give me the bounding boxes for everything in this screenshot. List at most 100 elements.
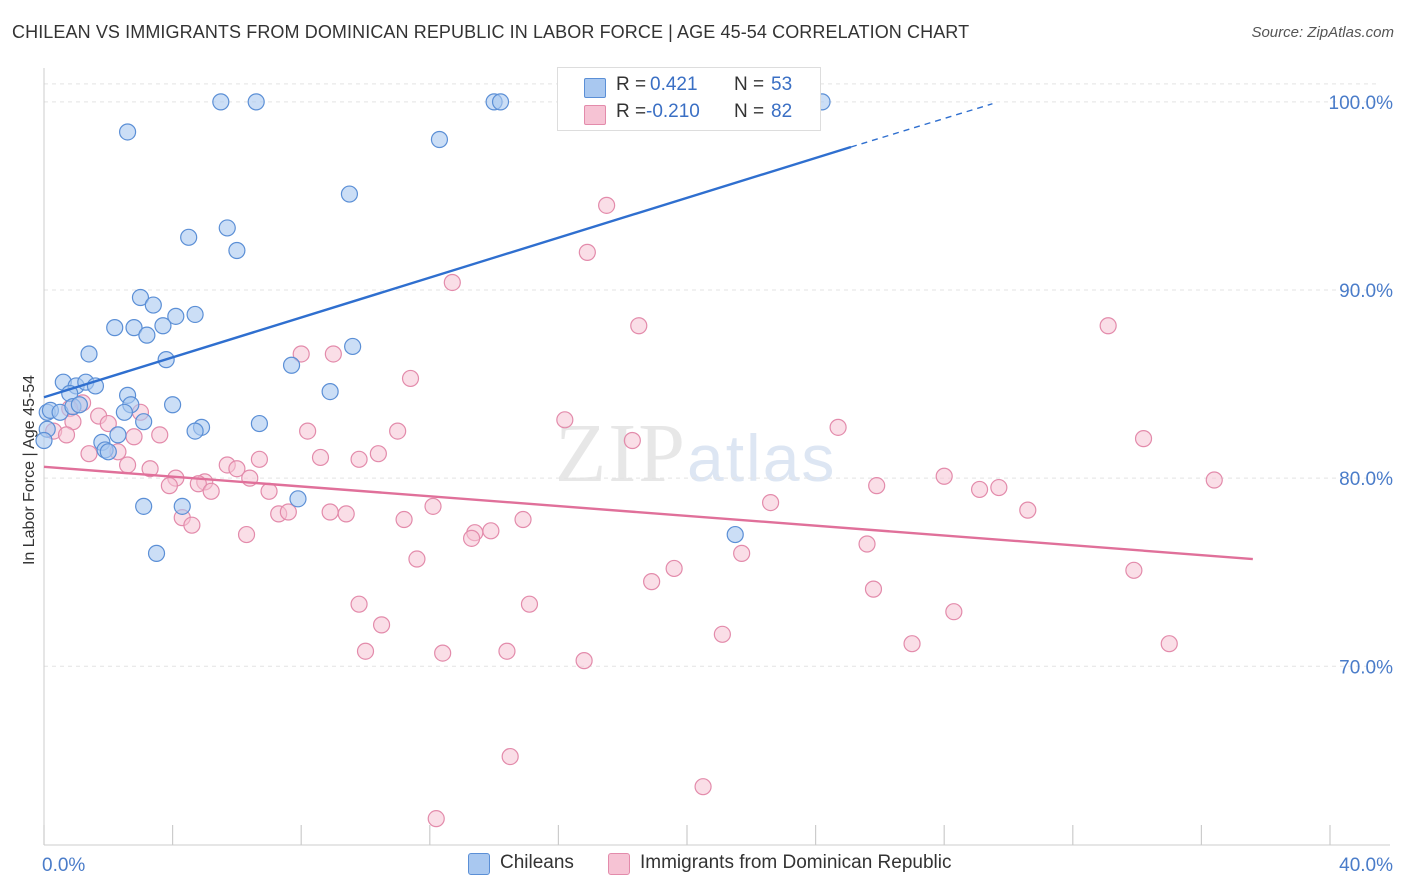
chileans-point — [289, 490, 307, 508]
dominican-point — [733, 544, 751, 562]
chileans-point — [125, 319, 143, 337]
dominican-point — [501, 747, 519, 766]
dominican-point — [350, 595, 368, 613]
chileans-trend-line — [43, 145, 852, 399]
dominican-point — [228, 460, 246, 478]
dominican-point — [858, 535, 876, 553]
dominican-point — [99, 414, 117, 433]
legend-label-dominican: Immigrants from Dominican Republic — [640, 852, 952, 873]
dominican-point — [643, 573, 661, 591]
r-label: R = — [616, 101, 647, 122]
dominican-point — [575, 652, 593, 670]
chileans-point — [118, 123, 137, 141]
chart-title: CHILEAN VS IMMIGRANTS FROM DOMINICAN REP… — [12, 22, 970, 42]
chileans-point — [212, 93, 230, 111]
chileans-point — [70, 396, 88, 414]
chileans-point — [321, 382, 339, 401]
dominican-swatch — [608, 853, 630, 875]
chileans-point — [186, 422, 204, 440]
chileans-point — [115, 403, 133, 421]
dominican-point — [299, 422, 317, 440]
chileans-point — [135, 413, 153, 431]
chart-source: Source: ZipAtlas.com — [1251, 24, 1394, 41]
dominican-point — [864, 580, 883, 598]
chileans-point — [218, 219, 236, 237]
dominican-point — [57, 426, 76, 444]
dominican-point — [598, 196, 616, 214]
dominican-point — [279, 503, 297, 521]
dominican-point — [260, 482, 278, 500]
series-dominican-points — [45, 196, 1223, 828]
x-tick-label: 0.0% — [42, 855, 85, 876]
chileans-swatch — [468, 853, 490, 875]
chileans-point — [154, 317, 172, 335]
dominican-point — [369, 445, 387, 463]
chileans-point — [282, 356, 301, 374]
dominican-point — [372, 616, 391, 634]
axes — [43, 68, 1390, 846]
n-value: 82 — [771, 101, 793, 122]
dominican-point — [945, 603, 963, 621]
dominican-point — [183, 516, 201, 534]
dominican-point — [311, 448, 330, 467]
chileans-swatch — [584, 78, 606, 98]
y-tick-label: 80.0% — [1339, 469, 1393, 490]
chileans-point — [180, 228, 198, 246]
dominican-point — [118, 456, 137, 474]
chileans-point — [147, 544, 166, 562]
chileans-point — [173, 497, 191, 515]
dominican-point — [630, 317, 648, 335]
dominican-point — [935, 467, 953, 485]
dominican-point — [427, 810, 445, 828]
chileans-point — [228, 241, 246, 260]
r-value: 0.421 — [650, 74, 698, 95]
dominican-point — [141, 460, 159, 478]
chileans-point — [430, 130, 449, 149]
chileans-point — [135, 497, 153, 515]
chileans-point — [131, 288, 150, 307]
dominican-point — [237, 525, 256, 544]
tick-labels: 70.0% 80.0% 90.0% 100.0% 0.0% 40.0% — [42, 93, 1393, 876]
watermark-atlas: atlas — [687, 421, 837, 495]
dominican-point — [434, 644, 452, 662]
correlation-legend: R = 0.421 N = 53 R = -0.210 N = 82 — [557, 67, 821, 131]
chileans-point — [491, 93, 510, 111]
dominican-point — [578, 243, 596, 261]
chileans-point — [167, 307, 185, 325]
legend-label-chileans: Chileans — [500, 852, 574, 873]
dominican-point — [482, 522, 500, 540]
chileans-trend-extension — [850, 103, 993, 148]
dominican-point — [829, 418, 847, 436]
chileans-point — [80, 345, 98, 363]
dominican-point — [556, 411, 574, 429]
dominican-swatch — [584, 105, 606, 125]
chileans-point — [726, 525, 744, 544]
dominican-point — [401, 369, 420, 388]
dominican-point — [250, 450, 269, 468]
dominican-point — [395, 510, 413, 529]
dominican-point — [80, 445, 98, 463]
watermark-zip: ZIP — [555, 407, 687, 500]
dominican-point — [520, 595, 539, 613]
n-label: N = — [734, 101, 765, 122]
dominican-point — [292, 345, 310, 363]
dominican-point — [151, 426, 169, 444]
chileans-point — [144, 296, 162, 314]
chileans-point — [99, 443, 117, 461]
trend-lines — [43, 103, 1253, 561]
dominican-point — [761, 493, 780, 512]
dominican-point — [498, 642, 516, 660]
dominican-point — [1205, 471, 1223, 489]
dominican-point — [337, 505, 355, 523]
dominican-point — [1134, 430, 1153, 448]
dominican-point — [1099, 317, 1117, 335]
chileans-point — [340, 185, 359, 203]
dominican-point — [694, 778, 712, 796]
dominican-point — [324, 345, 342, 363]
chileans-point — [164, 396, 182, 414]
dominican-point — [1125, 561, 1143, 579]
r-value: -0.210 — [646, 101, 700, 122]
dominican-point — [424, 497, 442, 515]
y-tick-label: 90.0% — [1339, 281, 1393, 302]
dominican-point — [970, 480, 989, 499]
